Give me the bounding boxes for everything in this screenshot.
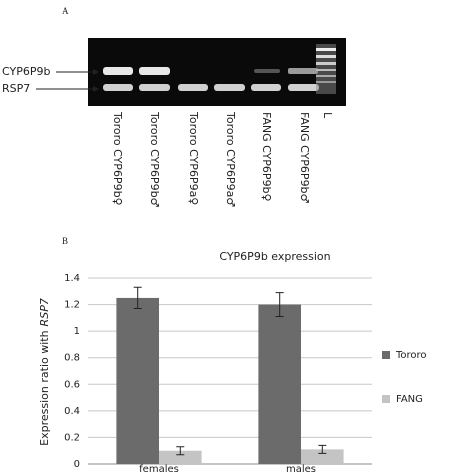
lane-labels: Tororo CYP6P9b♀ Tororo CYP6P9b♂ Tororo CYP… (111, 111, 334, 207)
y-tick-label: 1.4 (64, 273, 80, 284)
error-bar (275, 292, 284, 318)
legend-label: Tororo (395, 350, 427, 361)
y-tick-label: 0.2 (64, 432, 80, 443)
chart: B CYP6P9b expression Expression ratio wi… (38, 236, 331, 446)
y-tick-label: 0.6 (64, 379, 80, 390)
y-tick-label: 0.4 (64, 406, 80, 417)
chart-title: CYP6P9b expression (219, 250, 330, 263)
y-tick-label: 1.2 (64, 300, 80, 311)
lane-label: Tororo CYP6P9a♀ (187, 111, 200, 205)
lane-label: FANG CYP6P9b♂ (298, 112, 311, 203)
legend-swatch (382, 395, 390, 403)
y-tick-label: 0 (74, 459, 80, 470)
y-tick-label: 0.8 (64, 353, 80, 364)
band-label: RSP7 (2, 82, 30, 95)
error-bar (133, 286, 142, 310)
bar (116, 297, 159, 464)
gel-bands (103, 44, 336, 94)
panel-label: A (62, 6, 69, 16)
x-tick-label: females (139, 464, 179, 475)
lane-label: L (321, 112, 334, 119)
y-axis-label-text: Expression ratio with (38, 330, 51, 445)
y-axis-label-gene: RSP7 (38, 298, 51, 326)
legend-swatch (382, 351, 390, 359)
legend-label: FANG (396, 394, 423, 405)
bar (258, 304, 301, 464)
error-bar (318, 444, 327, 454)
lane-label: Tororo CYP6P9a♂ (224, 111, 237, 207)
error-bar (176, 446, 185, 456)
y-axis-label: Expression ratio with RSP7 (38, 298, 51, 446)
lane-label: Tororo CYP6P9b♀ (111, 111, 124, 206)
bar (301, 449, 344, 464)
band-label: CYP6P9b (2, 65, 50, 78)
panel-label: B (62, 236, 68, 246)
lane-label: Tororo CYP6P9b♂ (148, 111, 161, 207)
y-tick-label: 1 (74, 326, 80, 337)
bar (159, 450, 202, 464)
x-tick-label: males (286, 464, 316, 475)
lane-label: FANG CYP6P9b♀ (260, 112, 273, 202)
